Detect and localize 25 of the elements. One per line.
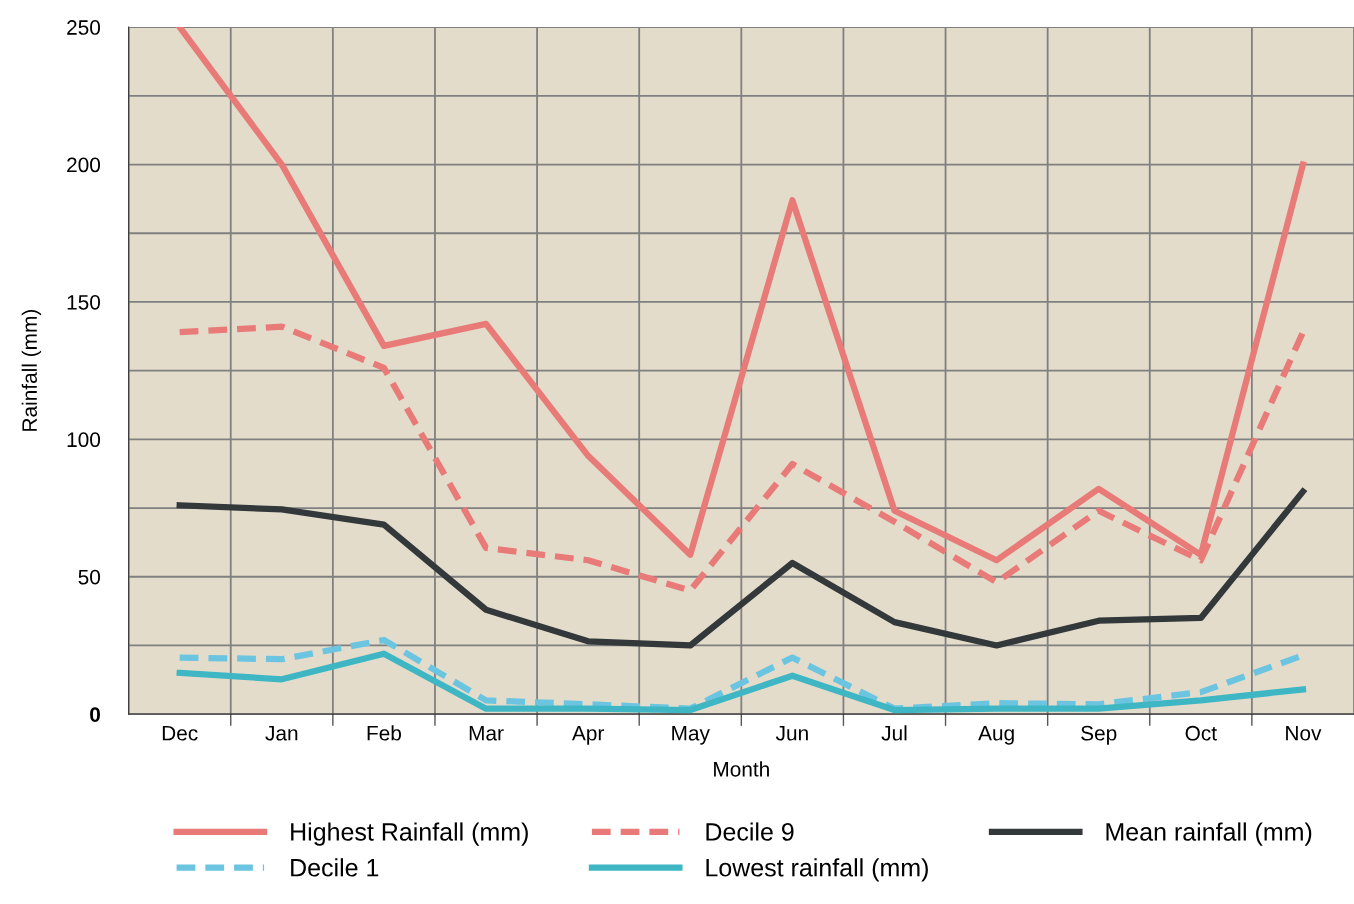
- x-tick-label: Sep: [1081, 725, 1117, 745]
- x-tick-label: Aug: [978, 726, 1014, 745]
- x-tick-label: Jun: [775, 726, 808, 741]
- x-tick-label: May: [672, 726, 710, 745]
- x-tick-label: Jul: [881, 725, 907, 741]
- legend-label: Decile 1: [291, 858, 379, 877]
- x-tick-label: Oct: [1185, 725, 1217, 741]
- x-tick-label: Jan: [265, 726, 298, 741]
- x-tick-label: Mar: [469, 726, 504, 741]
- x-tick-label: Nov: [1286, 726, 1322, 741]
- y-tick-label: 200: [67, 157, 101, 173]
- legend-label: Highest Rainfall (mm): [291, 822, 528, 846]
- y-tick-label: 150: [67, 294, 101, 310]
- y-axis-title: Rainfall (mm): [21, 310, 42, 431]
- x-tick-label: Apr: [571, 726, 605, 745]
- y-tick-label: 50: [78, 569, 101, 585]
- legend-label: Decile 9: [706, 822, 794, 841]
- legend-label: Lowest rainfall (mm): [706, 858, 928, 882]
- y-tick-label: 100: [67, 432, 101, 448]
- y-tick-label: 250: [67, 20, 101, 35]
- x-tick-label: Dec: [162, 726, 198, 741]
- y-tick-label: 0: [90, 707, 100, 722]
- legend-label: Mean rainfall (mm): [1106, 822, 1312, 846]
- x-tick-label: Feb: [367, 725, 401, 741]
- x-axis-title: Month: [714, 761, 769, 777]
